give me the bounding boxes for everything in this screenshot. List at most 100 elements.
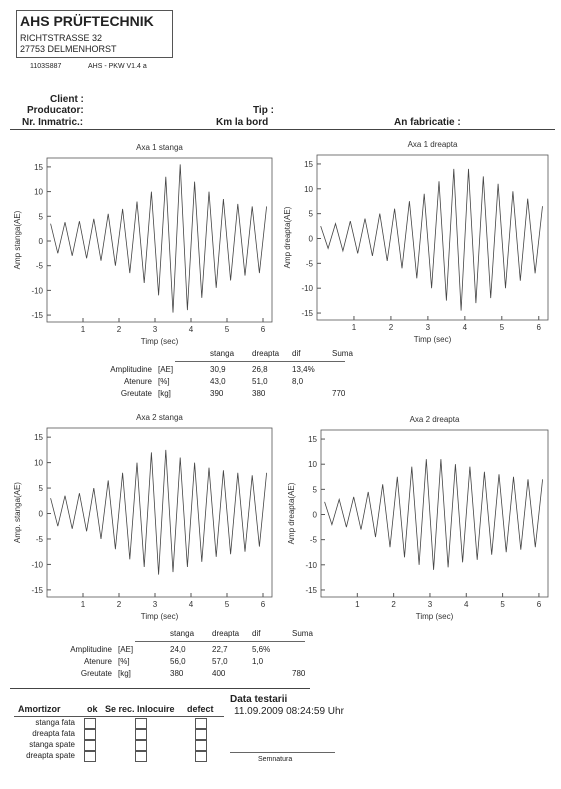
logo-box [16,10,173,58]
x-axis-label: Timp (sec) [141,612,179,621]
y-tick-label: -15 [31,586,43,595]
table-cell: 22,7 [212,645,228,654]
y-axis-label: Amp dreapta(AE) [287,482,296,544]
x-tick-label: 1 [352,323,357,332]
field: An fabricatie : [394,117,461,128]
checkbox [135,718,147,729]
table-cell: 5,6% [252,645,271,654]
y-tick-label: 0 [309,234,314,243]
y-tick-label: 5 [313,485,318,494]
table-header: Suma [292,629,313,638]
x-tick-label: 4 [463,323,468,332]
street: RICHTSTRASSE 32 [20,33,103,43]
x-axis-label: Timp (sec) [416,612,454,621]
table-cell: Atenure [123,377,152,386]
x-tick-label: 3 [153,600,158,609]
table-cell: 380 [252,389,266,398]
x-tick-label: 3 [153,325,158,334]
id: 1103S887 [30,63,62,70]
table-cell: [AE] [118,645,134,654]
rule [10,129,555,130]
chart-title: Axa 2 dreapta [410,415,460,424]
table-cell: 30,9 [210,365,226,374]
footer-header: ok [87,704,98,714]
table-cell: 380 [170,669,184,678]
signature: Semnatura [258,756,293,763]
y-tick-label: 10 [304,185,313,194]
y-tick-label: -10 [31,560,43,569]
x-tick-label: 4 [464,600,469,609]
x-tick-label: 4 [189,325,194,334]
table-cell: 43,0 [210,377,226,386]
x-tick-label: 5 [225,600,230,609]
waveform [324,459,543,570]
table-header: stanga [210,349,235,358]
city: 27753 DELMENHORST [20,44,117,54]
x-tick-label: 2 [389,323,394,332]
version: AHS - PKW V1.4 a [88,63,147,70]
checkbox [84,740,96,751]
checkbox [135,729,147,740]
y-tick-label: -10 [31,286,43,295]
footer-header: defect [187,704,214,714]
y-tick-label: 15 [34,433,43,442]
plot-frame [316,154,549,321]
table-rule [135,641,305,642]
checkbox [84,751,96,762]
table-cell: 8,0 [292,377,304,386]
table-cell: 26,8 [252,365,268,374]
x-tick-label: 1 [355,600,360,609]
plot-frame [46,157,273,323]
waveform [320,168,543,311]
table-rule [175,361,345,362]
y-tick-label: 5 [39,484,44,493]
y-tick-label: -5 [36,262,44,271]
y-axis-label: Amp dreapta(AE) [283,206,292,268]
table-cell: 390 [210,389,224,398]
plot-frame [320,429,549,598]
date-label: Data testarii [230,694,288,705]
x-tick-label: 2 [391,600,396,609]
y-tick-label: 10 [34,188,43,197]
y-tick-label: 10 [308,460,317,469]
plot-frame [46,427,273,598]
table-cell: 51,0 [252,377,268,386]
table-cell: 1,0 [252,657,264,666]
field: Tip : [253,105,274,116]
table-cell: [%] [118,657,130,666]
footer-row: stanga spate [29,740,75,749]
footer-header: Amortizor [18,704,61,714]
table-header: dif [292,349,301,358]
x-axis-label: Timp (sec) [414,335,452,344]
date: 11.09.2009 08:24:59 Uhr [234,706,344,717]
field: Producator: [27,105,84,116]
table-cell: Greutate [80,669,112,678]
x-tick-label: 5 [500,323,505,332]
y-tick-label: 15 [304,160,313,169]
table-cell: [kg] [118,669,131,678]
checkbox [195,718,207,729]
table-header: dif [252,629,261,638]
y-tick-label: 10 [34,459,43,468]
field: Nr. Inmatric.: [22,117,84,128]
y-tick-label: 0 [39,237,44,246]
footer-row: dreapta spate [26,751,75,760]
y-tick-label: -15 [31,311,43,320]
checkbox [195,729,207,740]
table-header: dreapta [212,629,240,638]
y-tick-label: -10 [305,561,317,570]
table-cell: 57,0 [212,657,228,666]
table-cell: Amplitudine [110,365,152,374]
table-cell: Greutate [120,389,152,398]
table-header: dreapta [252,349,280,358]
waveform [50,449,267,575]
signature-line [230,752,335,753]
x-tick-label: 6 [261,600,266,609]
y-tick-label: 0 [313,511,318,520]
x-tick-label: 6 [537,600,542,609]
x-tick-label: 3 [426,323,431,332]
table-cell: Atenure [83,657,112,666]
table-header: Suma [332,349,353,358]
field: Km la bord [216,117,269,128]
